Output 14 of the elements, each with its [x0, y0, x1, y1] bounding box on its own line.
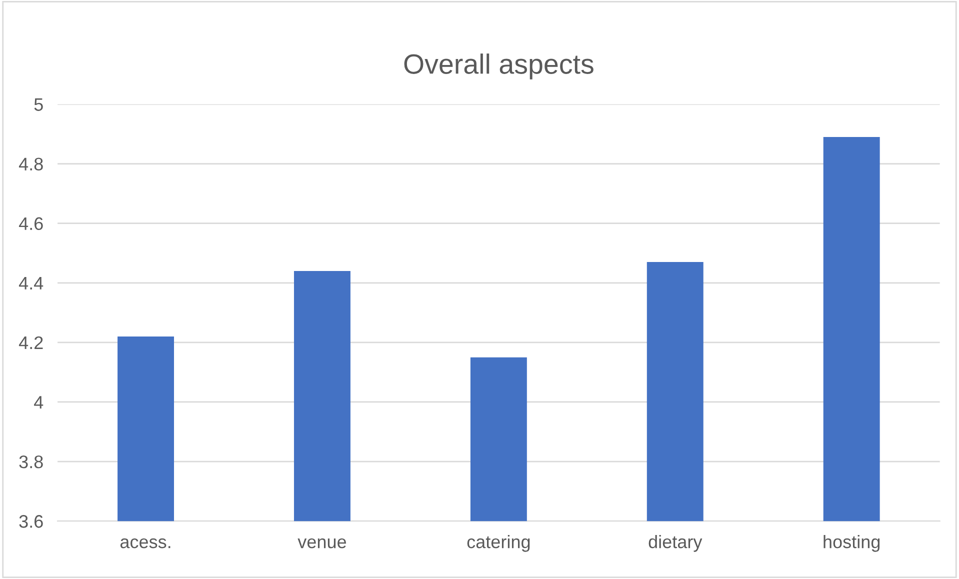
y-tick-label: 5	[34, 98, 43, 111]
chart-title: Overall aspects	[404, 54, 594, 80]
y-tick-label: 3.6	[19, 515, 43, 528]
x-tick-label: venue	[298, 538, 346, 548]
x-tick-label: dietary	[648, 534, 702, 552]
y-tick-label: 4.4	[18, 277, 44, 290]
x-tick-label: catering	[467, 534, 530, 552]
x-tick-label: acess.	[120, 538, 170, 548]
y-tick-label: 4.2	[18, 336, 43, 349]
y-tick-label: 3.8	[19, 455, 43, 468]
x-tick-label: hosting	[824, 534, 880, 552]
y-tick-label: 4.6	[18, 217, 43, 230]
y-tick-label: 4.8	[18, 158, 43, 170]
y-tick-label: 4	[34, 396, 44, 409]
